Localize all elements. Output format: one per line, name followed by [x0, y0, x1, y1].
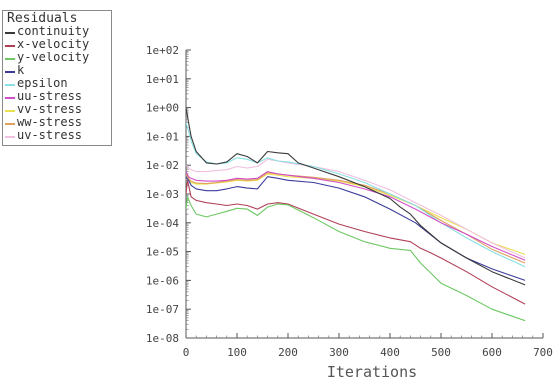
plot-axes: 1e+02 1e+01 1e+00 1e-01 1e-02 1e-03 1e-04 1e-05…: [146, 44, 553, 359]
x-axis-title: Iterations: [327, 363, 417, 381]
y-tick-label: 1e-02: [146, 159, 179, 172]
legend-swatch: [5, 45, 15, 47]
y-tick-label: 1e-01: [146, 130, 179, 143]
legend-label: x-velocity: [17, 39, 90, 51]
x-tick-label: 100: [227, 346, 247, 359]
x-tick-label: 600: [482, 346, 502, 359]
legend-item-uv-stress: uv-stress: [5, 130, 111, 142]
legend-swatch: [5, 58, 15, 60]
y-tick-label: 1e+01: [146, 73, 179, 86]
y-tick-label: 1e-06: [146, 274, 179, 287]
series-line-epsilon: [186, 122, 526, 268]
legend-label: k: [17, 65, 25, 77]
legend-item-vv-stress: vv-stress: [5, 104, 111, 116]
legend-swatch: [5, 84, 15, 86]
legend-swatch: [5, 97, 15, 99]
legend-item-y-velocity: y-velocity: [5, 52, 111, 64]
x-tick-label: 200: [278, 346, 298, 359]
legend-label: ww-stress: [17, 117, 83, 129]
y-tick-label: 1e-04: [146, 217, 179, 230]
x-tick-label: 400: [380, 346, 400, 359]
legend-item-x-velocity: x-velocity: [5, 39, 111, 51]
legend-item-k: k: [5, 65, 111, 77]
x-tick-label: 300: [329, 346, 349, 359]
legend-item-continuity: continuity: [5, 26, 111, 38]
legend-item-epsilon: epsilon: [5, 78, 111, 90]
legend-label: vv-stress: [17, 104, 83, 116]
series-line-uu-stress: [186, 171, 526, 261]
legend-item-uu-stress: uu-stress: [5, 91, 111, 103]
legend-label: continuity: [17, 26, 90, 38]
legend-label: uv-stress: [17, 130, 83, 142]
x-tick-label: 700: [533, 346, 553, 359]
x-tick-label: 0: [183, 346, 190, 359]
series-line-y-velocity: [186, 196, 526, 322]
y-tick-label: 1e-08: [146, 332, 179, 345]
series-line-vv-stress: [186, 173, 526, 255]
legend-label: y-velocity: [17, 52, 90, 64]
y-tick-label: 1e-03: [146, 188, 179, 201]
legend-swatch: [5, 32, 15, 34]
legend-label: uu-stress: [17, 91, 83, 103]
legend: Residuals continuity x-velocity y-velocity…: [2, 10, 112, 146]
legend-swatch: [5, 110, 15, 112]
y-tick-label: 1e-07: [146, 303, 179, 316]
y-tick-label: 1e+02: [146, 44, 179, 57]
series-line-x-velocity: [186, 179, 526, 305]
y-tick-label: 1e-05: [146, 246, 179, 259]
legend-label: epsilon: [17, 78, 68, 90]
legend-swatch: [5, 123, 15, 125]
legend-item-ww-stress: ww-stress: [5, 117, 111, 129]
legend-swatch: [5, 71, 15, 73]
series-line-k: [186, 176, 526, 281]
legend-swatch: [5, 136, 15, 138]
series-layer: [186, 107, 526, 322]
series-line-continuity: [186, 107, 526, 286]
y-tick-label: 1e+00: [146, 102, 179, 115]
series-line-uv-stress: [186, 158, 526, 259]
legend-title: Residuals: [7, 11, 78, 26]
x-tick-label: 500: [431, 346, 451, 359]
